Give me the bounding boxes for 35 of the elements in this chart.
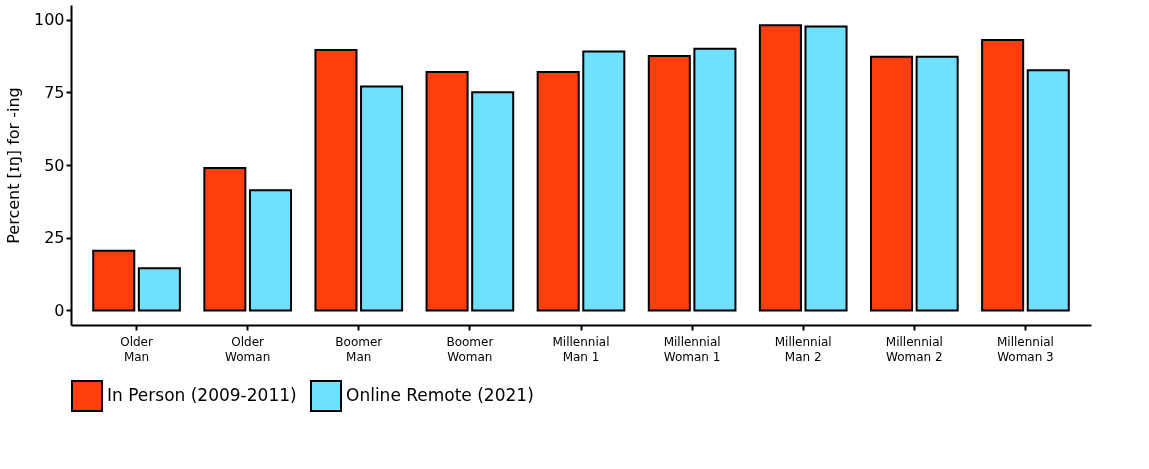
y-tick-label: 0 <box>54 300 65 320</box>
bar <box>137 267 181 312</box>
x-tick-label: Older Man <box>120 334 153 364</box>
bar <box>360 85 404 312</box>
bar <box>758 24 802 312</box>
legend-label: Online Remote (2021) <box>346 385 534 405</box>
x-tick-label: Boomer Woman <box>446 334 494 364</box>
bar <box>915 55 959 312</box>
y-axis-title: Percent [ɪŋ] for -ing <box>3 87 23 244</box>
bar <box>870 55 914 312</box>
bar <box>804 25 848 312</box>
y-tick-label: 75 <box>44 82 65 102</box>
x-tick-label: Millennial Man 2 <box>774 334 832 364</box>
bar <box>248 189 292 312</box>
x-tick-label: Millennial Man 1 <box>552 334 610 364</box>
x-tick-label: Millennial Woman 1 <box>663 334 721 364</box>
bar <box>981 38 1025 312</box>
bar <box>471 91 515 312</box>
bar <box>647 54 691 312</box>
x-tick-label: Older Woman <box>225 334 271 364</box>
bar <box>1026 69 1070 312</box>
bar <box>203 166 247 312</box>
y-tick-label: 100 <box>33 10 65 30</box>
y-tick-label: 25 <box>44 228 65 248</box>
bar <box>582 50 626 312</box>
y-tick-label: 50 <box>44 155 65 175</box>
x-tick-label: Millennial Woman 3 <box>996 334 1054 364</box>
legend-label: In Person (2009-2011) <box>107 385 297 405</box>
bar <box>92 249 136 312</box>
x-tick-label: Millennial Woman 2 <box>885 334 943 364</box>
bar <box>693 47 737 312</box>
bar <box>536 70 580 312</box>
x-tick-label: Boomer Man <box>335 334 383 364</box>
bar <box>425 70 469 312</box>
bar <box>314 49 358 312</box>
